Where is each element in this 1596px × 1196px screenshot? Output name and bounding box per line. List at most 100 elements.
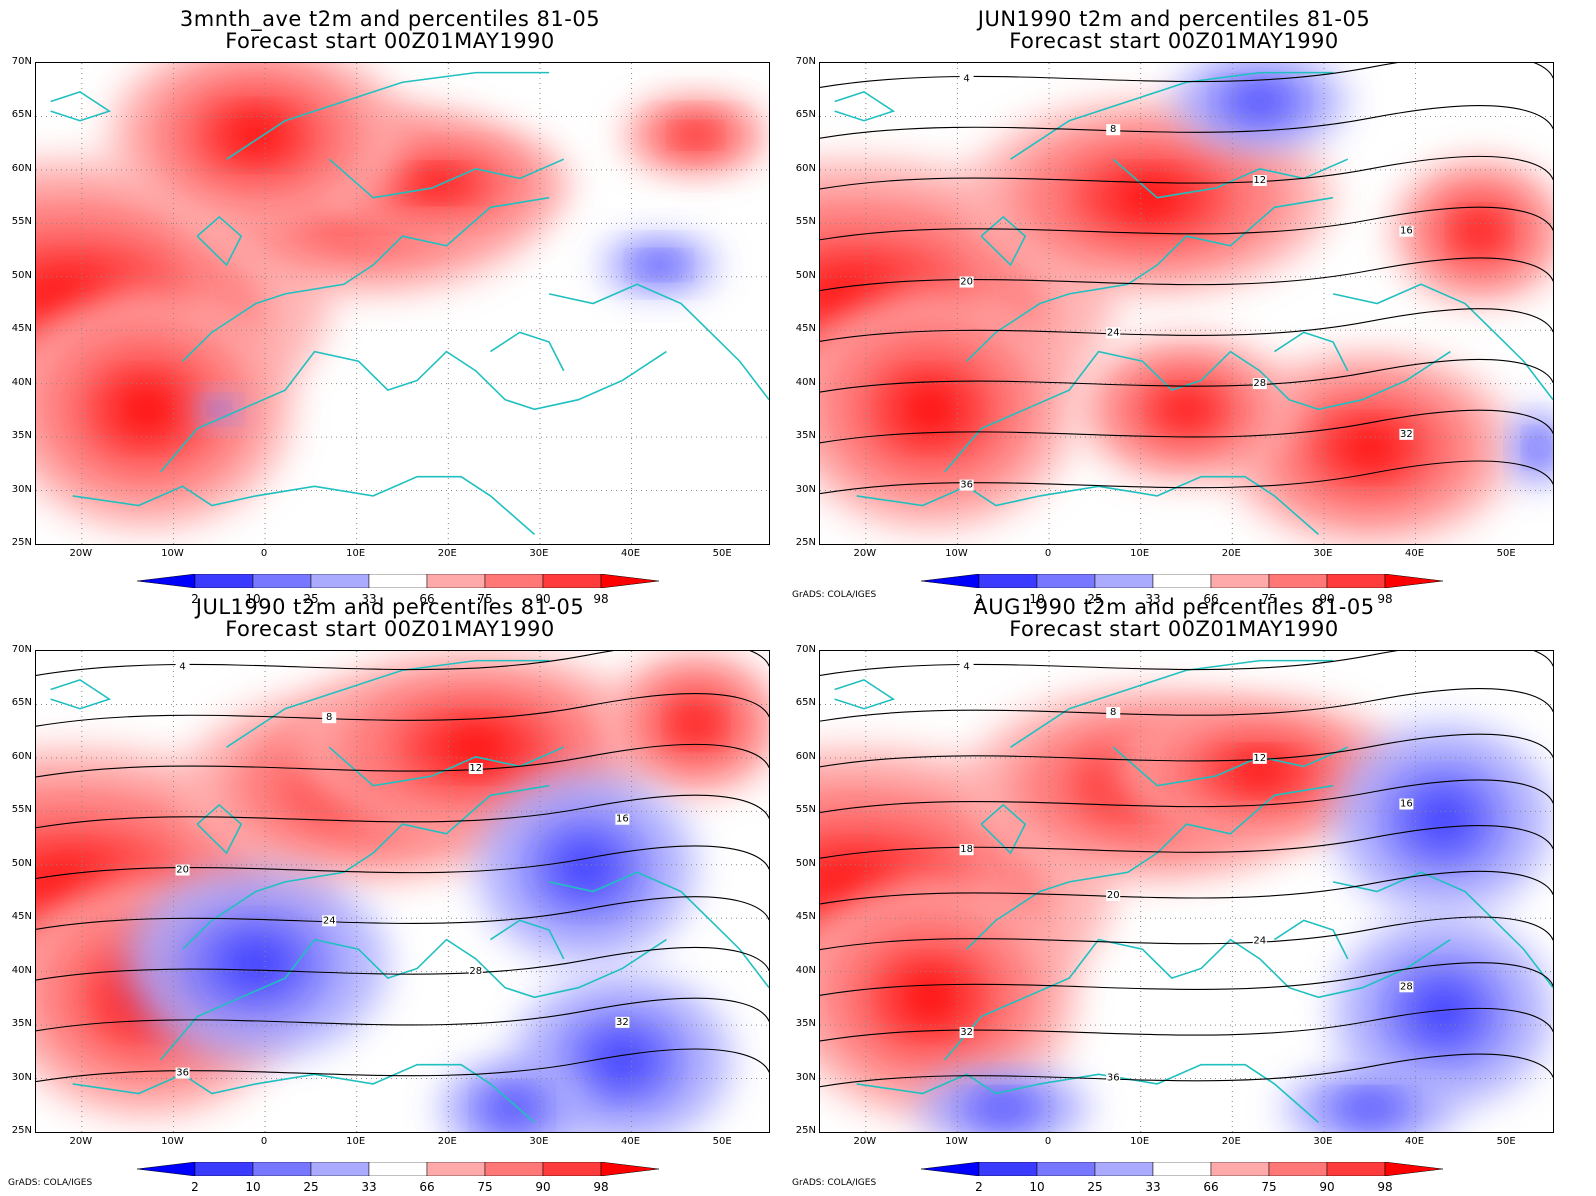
latitude-label: 65N — [795, 109, 816, 121]
latitude-label: 35N — [11, 430, 32, 442]
coastline — [1274, 331, 1349, 372]
isotherm-label: 16 — [1400, 226, 1413, 237]
latitude-label: 50N — [11, 269, 32, 281]
isotherm-line — [36, 743, 769, 778]
isotherm-label-bg — [1399, 798, 1414, 810]
isotherm-line — [820, 779, 1553, 814]
colorbar-segment — [1036, 1162, 1096, 1176]
coastline — [50, 90, 112, 122]
colorbar-segment — [426, 574, 486, 588]
cold-anomaly-area — [552, 838, 619, 897]
colorbar-segment — [978, 574, 1038, 588]
isotherm-line — [820, 206, 1553, 241]
credit-text: GrADS: COLA/IGES — [792, 590, 877, 600]
longitude-label: 40E — [621, 548, 641, 559]
longitude-label: 10W — [945, 1136, 968, 1147]
coastline — [1112, 746, 1349, 787]
isotherm-label-bg — [1399, 225, 1414, 237]
colorbar-label: 90 — [535, 1180, 551, 1194]
isotherm-label: 12 — [469, 763, 482, 774]
warm-anomaly-area — [1164, 394, 1209, 424]
isotherm-label: 20 — [1107, 890, 1120, 901]
colorbar-label: 75 — [1261, 1180, 1277, 1194]
colorbar-svg — [920, 1162, 1444, 1176]
cold-anomaly-area — [490, 1093, 535, 1123]
isotherm-label: 16 — [616, 814, 629, 825]
isotherm-label-bg — [1399, 981, 1414, 993]
isotherm-label-bg — [615, 813, 630, 825]
warm-anomaly-area — [900, 385, 960, 434]
isotherm-line — [820, 105, 1553, 139]
longitude-label: 20W — [853, 548, 877, 559]
warm-anomaly-area — [1340, 428, 1400, 468]
longitude-label: 10W — [945, 548, 968, 559]
isotherm-label-bg — [1252, 174, 1267, 186]
isotherm-label: 4 — [963, 73, 969, 84]
isotherm-label-bg — [959, 844, 974, 856]
coastline — [1112, 158, 1349, 199]
colorbar-label: 75 — [477, 1180, 493, 1194]
colorbar-label: 90 — [1319, 1180, 1335, 1194]
colorbar-svg — [136, 1162, 660, 1176]
longitude-label: 40E — [1405, 1136, 1425, 1147]
coastline — [1332, 283, 1553, 401]
latitude-label: 25N — [795, 1125, 816, 1136]
credit-text: GrADS: COLA/IGES — [8, 1178, 93, 1188]
coastline — [182, 784, 550, 950]
colorbar-segment — [194, 1162, 254, 1176]
isotherm-label: 36 — [960, 480, 973, 491]
longitude-label: 20W — [69, 1136, 93, 1147]
longitude-label: 30E — [1313, 548, 1333, 559]
credit-text: GrADS: COLA/IGES — [792, 1178, 877, 1188]
isotherm-label-bg — [1106, 124, 1121, 136]
coastline — [980, 803, 1027, 855]
longitude-label: 20E — [437, 548, 457, 559]
isotherm-line — [820, 308, 1553, 342]
longitude-label: 20W — [69, 548, 93, 559]
colorbar-segment — [978, 1162, 1038, 1176]
coastline — [328, 158, 565, 199]
colorbar — [0, 574, 780, 588]
isotherm-label-bg — [322, 712, 337, 724]
colorbar-segment — [1094, 574, 1154, 588]
coastline — [159, 938, 667, 1061]
cold-anomaly-area — [976, 1096, 1030, 1120]
isotherm-label: 36 — [1107, 1073, 1120, 1084]
isotherm-line — [820, 733, 1553, 768]
colorbar-segment — [1036, 574, 1096, 588]
latitude-label: 25N — [11, 537, 32, 548]
isotherm-label-bg — [175, 1067, 190, 1079]
isotherm-line — [36, 997, 769, 1032]
isotherm-label-bg — [959, 661, 974, 673]
isotherm-label: 20 — [960, 277, 973, 288]
colorbar-arrow-high — [600, 574, 660, 588]
isotherm-label-bg — [175, 661, 190, 673]
warm-anomaly-area — [226, 115, 286, 155]
cold-anomaly-area — [1410, 982, 1477, 1041]
colorbar-label: 98 — [593, 592, 609, 606]
map-svg: 4 8 12 16 20 24 28 32 36 — [36, 651, 769, 1132]
isotherm-label: 32 — [616, 1017, 629, 1028]
colorbar-segment — [310, 1162, 370, 1176]
isotherm-label: 20 — [176, 865, 189, 876]
map-area: 4 8 12 16 20 24 28 32 36 — [35, 650, 770, 1133]
isotherm-label-bg — [1399, 428, 1414, 440]
latitude-label: 40N — [11, 376, 32, 388]
longitude-label: 40E — [621, 1136, 641, 1147]
latitude-label: 25N — [795, 537, 816, 548]
longitude-label: 20E — [437, 1136, 457, 1147]
latitude-label: 55N — [795, 216, 816, 228]
latitude-label: 55N — [795, 804, 816, 816]
coastline — [196, 803, 243, 855]
longitude-label: 30E — [1313, 1136, 1333, 1147]
colorbar-label: 2 — [975, 1180, 983, 1194]
isotherm-label: 24 — [1107, 327, 1120, 338]
coastline — [548, 871, 769, 989]
isotherm-label: 28 — [469, 966, 482, 977]
isotherm-label-bg — [1252, 935, 1267, 947]
colorbar-arrow-high — [600, 1162, 660, 1176]
colorbar-segment — [484, 574, 544, 588]
colorbar-svg — [920, 574, 1444, 588]
coastline — [196, 215, 243, 267]
isotherm-label: 12 — [1253, 753, 1266, 764]
